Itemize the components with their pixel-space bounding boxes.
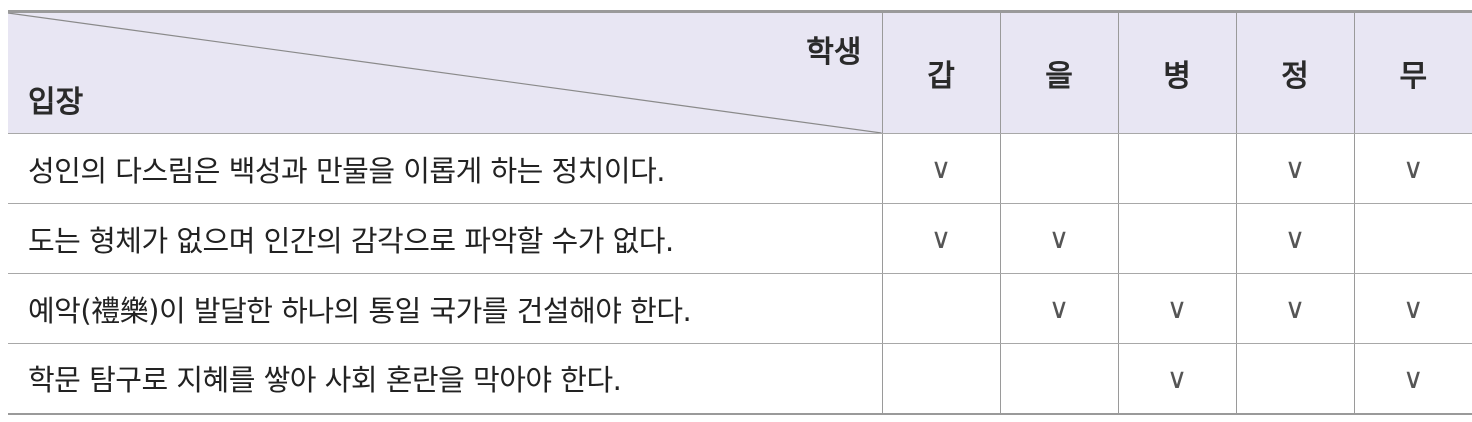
check-mark <box>1235 343 1354 415</box>
corner-header-cell: 학생 입장 <box>8 10 882 134</box>
check-mark: ∨ <box>1353 343 1472 415</box>
check-mark <box>1353 203 1472 274</box>
student-axis-label: 학생 <box>806 35 862 70</box>
diagonal-divider <box>8 13 882 133</box>
check-mark: ∨ <box>881 133 1000 204</box>
stance-text: 학문 탐구로 지혜를 쌓아 사회 혼란을 막아야 한다. <box>8 343 882 415</box>
student-header-byeong: 병 <box>1117 10 1236 134</box>
check-mark <box>881 273 1000 344</box>
table-row: 도는 형체가 없으며 인간의 감각으로 파악할 수가 없다. ∨ ∨ ∨ <box>8 203 1472 274</box>
stance-text: 예악(禮樂)이 발달한 하나의 통일 국가를 건설해야 한다. <box>8 273 882 344</box>
header-row: 학생 입장 갑 을 병 정 무 <box>8 10 1472 134</box>
check-mark: ∨ <box>1235 273 1354 344</box>
stance-text: 성인의 다스림은 백성과 만물을 이롭게 하는 정치이다. <box>8 133 882 204</box>
check-mark <box>999 343 1118 415</box>
stance-text: 도는 형체가 없으며 인간의 감각으로 파악할 수가 없다. <box>8 203 882 274</box>
check-mark: ∨ <box>881 203 1000 274</box>
stance-axis-label: 입장 <box>28 85 84 120</box>
check-mark <box>999 133 1118 204</box>
student-header-mu: 무 <box>1353 10 1472 134</box>
student-header-jeong: 정 <box>1235 10 1354 134</box>
check-mark <box>881 343 1000 415</box>
check-mark: ∨ <box>1117 273 1236 344</box>
check-mark <box>1117 203 1236 274</box>
check-mark: ∨ <box>999 273 1118 344</box>
table-row: 학문 탐구로 지혜를 쌓아 사회 혼란을 막아야 한다. ∨ ∨ <box>8 343 1472 415</box>
check-mark: ∨ <box>1353 133 1472 204</box>
table-row: 예악(禮樂)이 발달한 하나의 통일 국가를 건설해야 한다. ∨ ∨ ∨ ∨ <box>8 273 1472 344</box>
check-mark: ∨ <box>1235 133 1354 204</box>
check-mark: ∨ <box>1353 273 1472 344</box>
student-header-eul: 을 <box>999 10 1118 134</box>
stance-table-container: 학생 입장 갑 을 병 정 무 성인의 다스림은 백성과 만물을 이롭게 하는 … <box>8 10 1472 415</box>
check-mark: ∨ <box>999 203 1118 274</box>
check-mark: ∨ <box>1235 203 1354 274</box>
check-mark: ∨ <box>1117 343 1236 415</box>
stance-table: 학생 입장 갑 을 병 정 무 성인의 다스림은 백성과 만물을 이롭게 하는 … <box>8 10 1472 415</box>
check-mark <box>1117 133 1236 204</box>
table-row: 성인의 다스림은 백성과 만물을 이롭게 하는 정치이다. ∨ ∨ ∨ <box>8 133 1472 204</box>
student-header-gap: 갑 <box>881 10 1000 134</box>
